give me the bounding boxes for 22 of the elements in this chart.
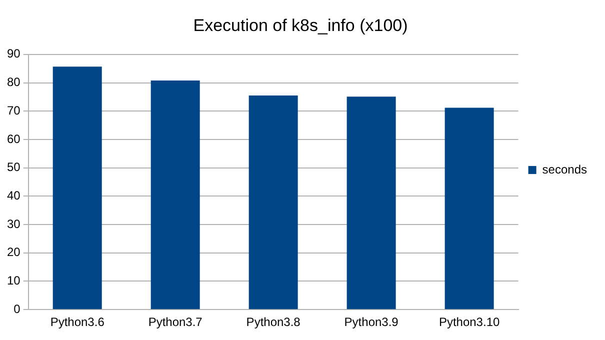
y-tick-label: 70: [6, 103, 21, 118]
x-tick-label: Python3.9: [344, 315, 399, 330]
y-tick-label: 40: [6, 188, 21, 202]
y-tick-label: 10: [6, 274, 21, 288]
bar: [444, 108, 494, 310]
bar: [248, 96, 298, 310]
y-tick-label: 60: [6, 132, 21, 146]
x-tick-label: Python3.8: [246, 315, 301, 330]
y-tick-label: 50: [6, 160, 21, 174]
y-tick-label: 20: [6, 245, 21, 260]
bar: [346, 96, 396, 310]
y-tick-label: 0: [14, 302, 21, 316]
x-tick-label: Python3.7: [148, 315, 203, 330]
y-tick-label: 80: [6, 75, 21, 90]
x-tick-label: Python3.10: [438, 315, 500, 330]
chart-title: Execution of k8s_info (x100): [193, 16, 408, 35]
x-tick-label: Python3.6: [50, 315, 105, 330]
y-tick-label: 30: [6, 216, 21, 231]
legend-label: seconds: [542, 162, 588, 176]
bar: [150, 80, 200, 310]
y-tick-label: 90: [6, 46, 21, 61]
bar: [52, 66, 102, 310]
